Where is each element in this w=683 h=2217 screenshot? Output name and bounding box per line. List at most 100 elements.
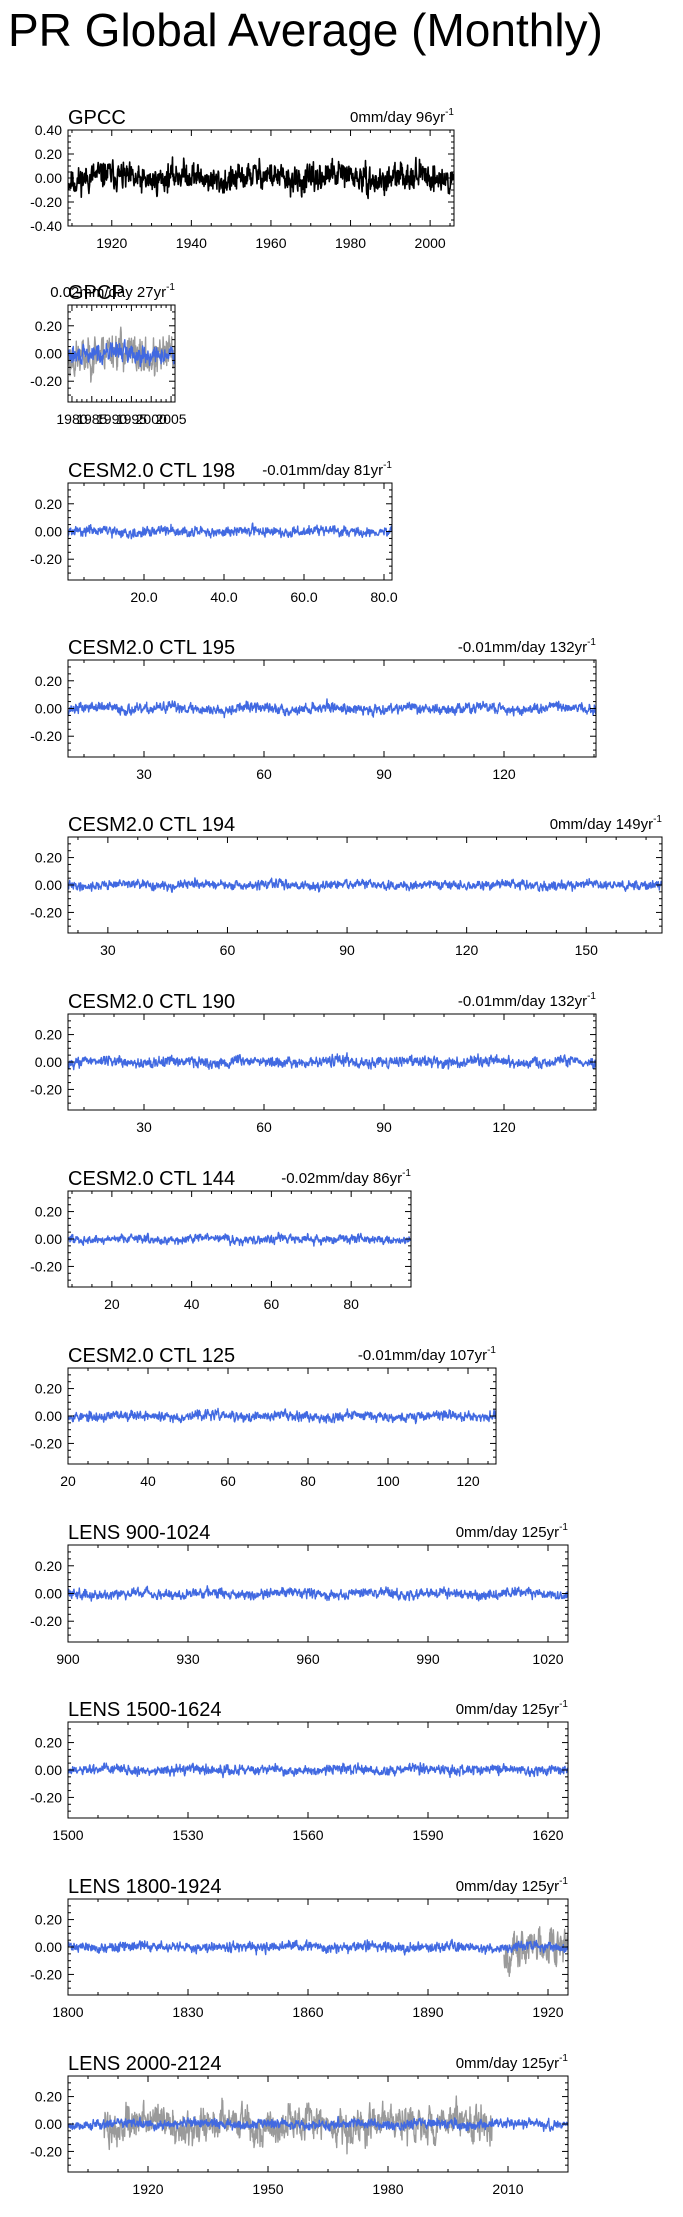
panel-7: 20 40 60 80 100 120 -0.20 0.00 0.20 CESM2.0 CTL 1… — [30, 1345, 497, 1489]
x-tick-label: 80 — [343, 1296, 359, 1312]
y-tick-label: 0.00 — [35, 1586, 62, 1602]
y-tick-label: 0.20 — [35, 496, 62, 512]
series-line-obs — [68, 156, 454, 200]
x-tick-label: 1560 — [292, 1827, 323, 1843]
trend-superscript: -1 — [383, 460, 392, 471]
series-line-obs_overlay — [68, 326, 175, 383]
trend-label: -0.02mm/day 86yr-1 — [281, 1168, 411, 1187]
y-tick-label: -0.20 — [30, 1081, 62, 1097]
x-tick-label: 20 — [104, 1296, 120, 1312]
x-tick-label: 60 — [256, 1119, 272, 1135]
panel-6: 20 40 60 80 -0.20 0.00 0.20 CESM2.0 CTL 144 -0.0… — [30, 1168, 412, 1312]
x-tick-label: 80 — [300, 1473, 316, 1489]
y-tick-label: -0.20 — [30, 728, 62, 744]
y-tick-label: 0.20 — [35, 850, 62, 866]
y-tick-label: 0.20 — [35, 1912, 62, 1928]
trend-superscript: -1 — [559, 1699, 568, 1710]
y-tick-label: 0.20 — [35, 673, 62, 689]
series-line-obs_overlay — [103, 2095, 493, 2155]
page-title: PR Global Average (Monthly) — [8, 4, 603, 56]
panel-8: 900 930 960 990 1020 -0.20 0.00 0.20 LENS 900-10… — [30, 1522, 569, 1667]
y-tick-label: 0.00 — [35, 1231, 62, 1247]
trend-superscript: -1 — [487, 1345, 496, 1356]
x-tick-label: 100 — [376, 1473, 400, 1489]
x-tick-label: 90 — [376, 1119, 392, 1135]
x-tick-label: 40 — [184, 1296, 200, 1312]
y-tick-label: 0.40 — [35, 122, 62, 138]
x-tick-label: 1920 — [96, 235, 127, 251]
trend-label: -0.01mm/day 132yr-1 — [458, 637, 597, 656]
trend-superscript: -1 — [587, 637, 596, 648]
series-line-model — [68, 1052, 596, 1071]
trend-superscript: -1 — [587, 991, 596, 1002]
panel-title: GPCC — [68, 107, 126, 129]
trend-superscript: -1 — [559, 1522, 568, 1533]
x-tick-label: 1800 — [52, 2004, 83, 2020]
x-tick-label: 120 — [492, 766, 516, 782]
y-tick-label: 0.00 — [35, 170, 62, 186]
x-tick-label: 960 — [296, 1651, 320, 1667]
y-tick-label: -0.40 — [30, 218, 62, 234]
x-tick-label: 1590 — [412, 1827, 443, 1843]
trend-label: 0mm/day 125yr-1 — [456, 1522, 569, 1541]
x-tick-label: 20 — [60, 1473, 76, 1489]
y-tick-label: 0.20 — [35, 318, 62, 334]
x-tick-label: 60 — [256, 766, 272, 782]
trend-label: -0.01mm/day 107yr-1 — [358, 1345, 497, 1364]
x-tick-label: 90 — [376, 766, 392, 782]
y-tick-label: 0.00 — [35, 877, 62, 893]
x-tick-label: 1020 — [532, 1651, 563, 1667]
x-tick-label: 1920 — [132, 2181, 163, 2197]
trend-superscript: -1 — [559, 2053, 568, 2064]
y-tick-label: 0.20 — [35, 2089, 62, 2105]
y-tick-label: 0.00 — [35, 1408, 62, 1424]
x-tick-label: 120 — [456, 1473, 480, 1489]
trend-superscript: -1 — [445, 107, 454, 118]
panel-title: CESM2.0 CTL 195 — [68, 637, 235, 659]
x-tick-label: 1990 — [96, 411, 127, 427]
panel-title: LENS 2000-2124 — [68, 2053, 221, 2075]
series-line-model — [68, 1231, 411, 1247]
x-tick-label: 1940 — [176, 235, 207, 251]
series-line-obs_overlay — [503, 1926, 568, 1978]
x-tick-label: 1890 — [412, 2004, 443, 2020]
y-tick-label: 0.00 — [35, 524, 62, 540]
y-tick-label: -0.20 — [30, 1966, 62, 1982]
x-tick-label: 1980 — [372, 2181, 403, 2197]
x-tick-label: 930 — [176, 1651, 200, 1667]
panel-title: CESM2.0 CTL 194 — [68, 814, 235, 836]
x-tick-label: 1830 — [172, 2004, 203, 2020]
trend-label: 0mm/day 125yr-1 — [456, 1699, 569, 1718]
panel-title: LENS 1500-1624 — [68, 1699, 221, 1721]
panel-11: 1920 1950 1980 2010 -0.20 0.00 0.20 LENS 2000-2… — [30, 2053, 569, 2197]
y-tick-label: 0.20 — [35, 1027, 62, 1043]
y-tick-label: -0.20 — [30, 1435, 62, 1451]
x-tick-label: 80.0 — [370, 589, 397, 605]
panel-title: CESM2.0 CTL 190 — [68, 991, 235, 1013]
x-tick-label: 1980 — [335, 235, 366, 251]
y-tick-label: -0.20 — [30, 1258, 62, 1274]
series-line-model — [68, 1407, 496, 1425]
panel-title: CESM2.0 CTL 198 — [68, 460, 235, 482]
x-tick-label: 1920 — [532, 2004, 563, 2020]
x-tick-label: 2010 — [492, 2181, 523, 2197]
series-line-model — [68, 1938, 568, 1956]
panel-4: 30 60 90 120 150 -0.20 0.00 0.20 CESM2.0 CTL 194… — [30, 814, 663, 958]
y-tick-label: -0.20 — [30, 551, 62, 567]
y-tick-label: 0.00 — [35, 346, 62, 362]
x-tick-label: 40 — [140, 1473, 156, 1489]
panel-3: 30 60 90 120 -0.20 0.00 0.20 CESM2.0 CTL 195 -0.… — [30, 637, 597, 782]
y-tick-label: 0.20 — [35, 146, 62, 162]
trend-label: -0.01mm/day 132yr-1 — [458, 991, 597, 1010]
x-tick-label: 60.0 — [290, 589, 317, 605]
x-tick-label: 30 — [136, 1119, 152, 1135]
y-tick-label: -0.20 — [30, 194, 62, 210]
series-line-model — [68, 877, 662, 893]
y-tick-label: -0.20 — [30, 373, 62, 389]
y-tick-label: 0.00 — [35, 1939, 62, 1955]
x-tick-label: 60 — [264, 1296, 280, 1312]
panel-title: CESM2.0 CTL 144 — [68, 1168, 235, 1190]
panel-9: 1500 1530 1560 1590 1620 -0.20 0.00 0.20 LENS 15… — [30, 1699, 569, 1843]
x-tick-label: 150 — [575, 942, 599, 958]
